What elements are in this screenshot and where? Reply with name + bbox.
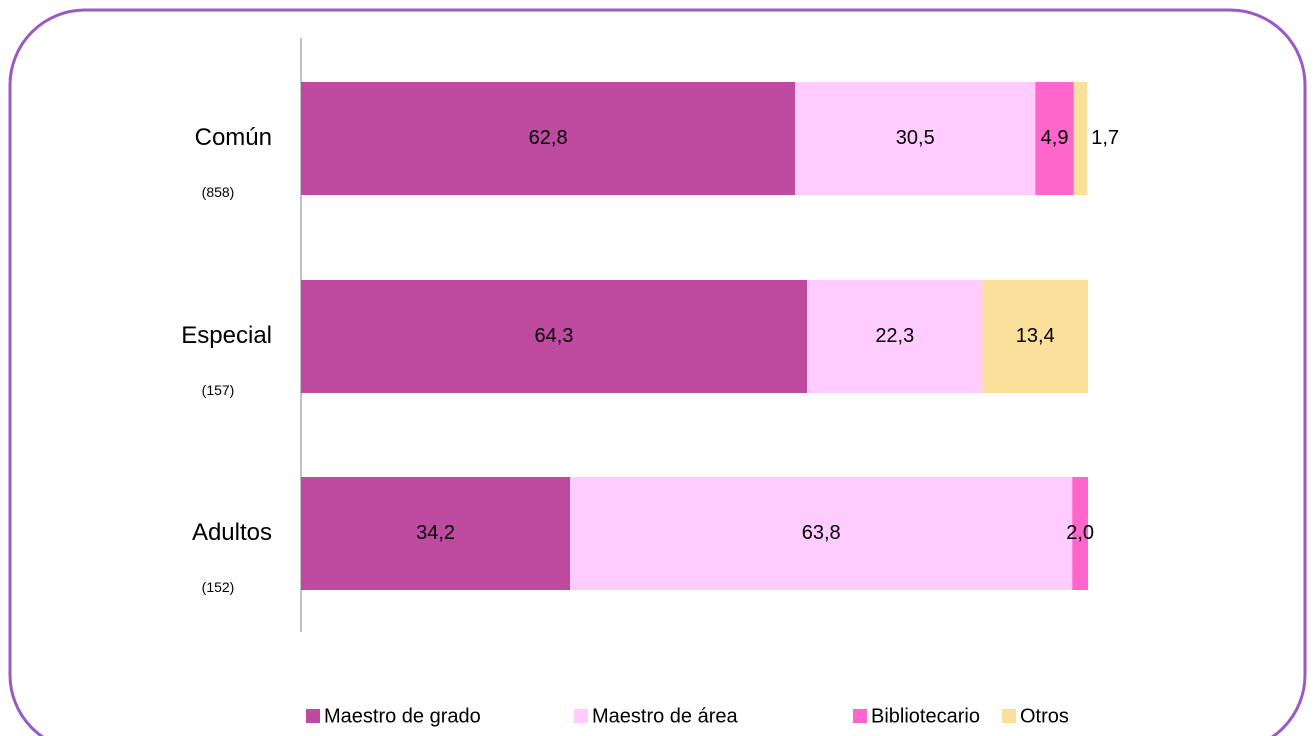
bar-segment [1072, 477, 1088, 590]
bar-segment [570, 477, 1073, 590]
bar-segment [1035, 82, 1074, 195]
value-label: 64,3 [535, 325, 574, 347]
value-label: 4,9 [1041, 127, 1069, 149]
value-label: 22,3 [875, 325, 914, 347]
legend-swatch [574, 709, 588, 723]
value-label: 30,5 [896, 127, 935, 149]
category-count: (157) [202, 382, 235, 398]
legend-swatch [306, 709, 320, 723]
value-label: 2,0 [1066, 522, 1094, 544]
category-count: (152) [202, 579, 235, 595]
bar-segment [301, 477, 571, 590]
legend-swatch [853, 709, 867, 723]
bar-segment [301, 82, 796, 195]
category-label: Común [195, 124, 272, 151]
category-label: Adultos [192, 519, 272, 546]
value-label: 34,2 [416, 522, 455, 544]
value-label: 63,8 [802, 522, 841, 544]
legend-label: Bibliotecario [871, 705, 980, 727]
bar-segment [807, 280, 983, 393]
category-count: (858) [202, 184, 235, 200]
bar-segment [795, 82, 1036, 195]
value-label: 13,4 [1016, 325, 1055, 347]
bar-segment [1073, 82, 1088, 195]
bar-segment [301, 280, 808, 393]
bar-segment [982, 280, 1088, 393]
legend-label: Maestro de área [592, 705, 739, 727]
frame [8, 8, 1307, 736]
category-label: Especial [181, 322, 272, 349]
legend-label: Maestro de grado [324, 705, 481, 727]
value-label: 1,7 [1091, 127, 1119, 149]
legend-swatch [1002, 709, 1016, 723]
value-label: 62,8 [529, 127, 568, 149]
legend-label: Otros [1020, 705, 1069, 727]
